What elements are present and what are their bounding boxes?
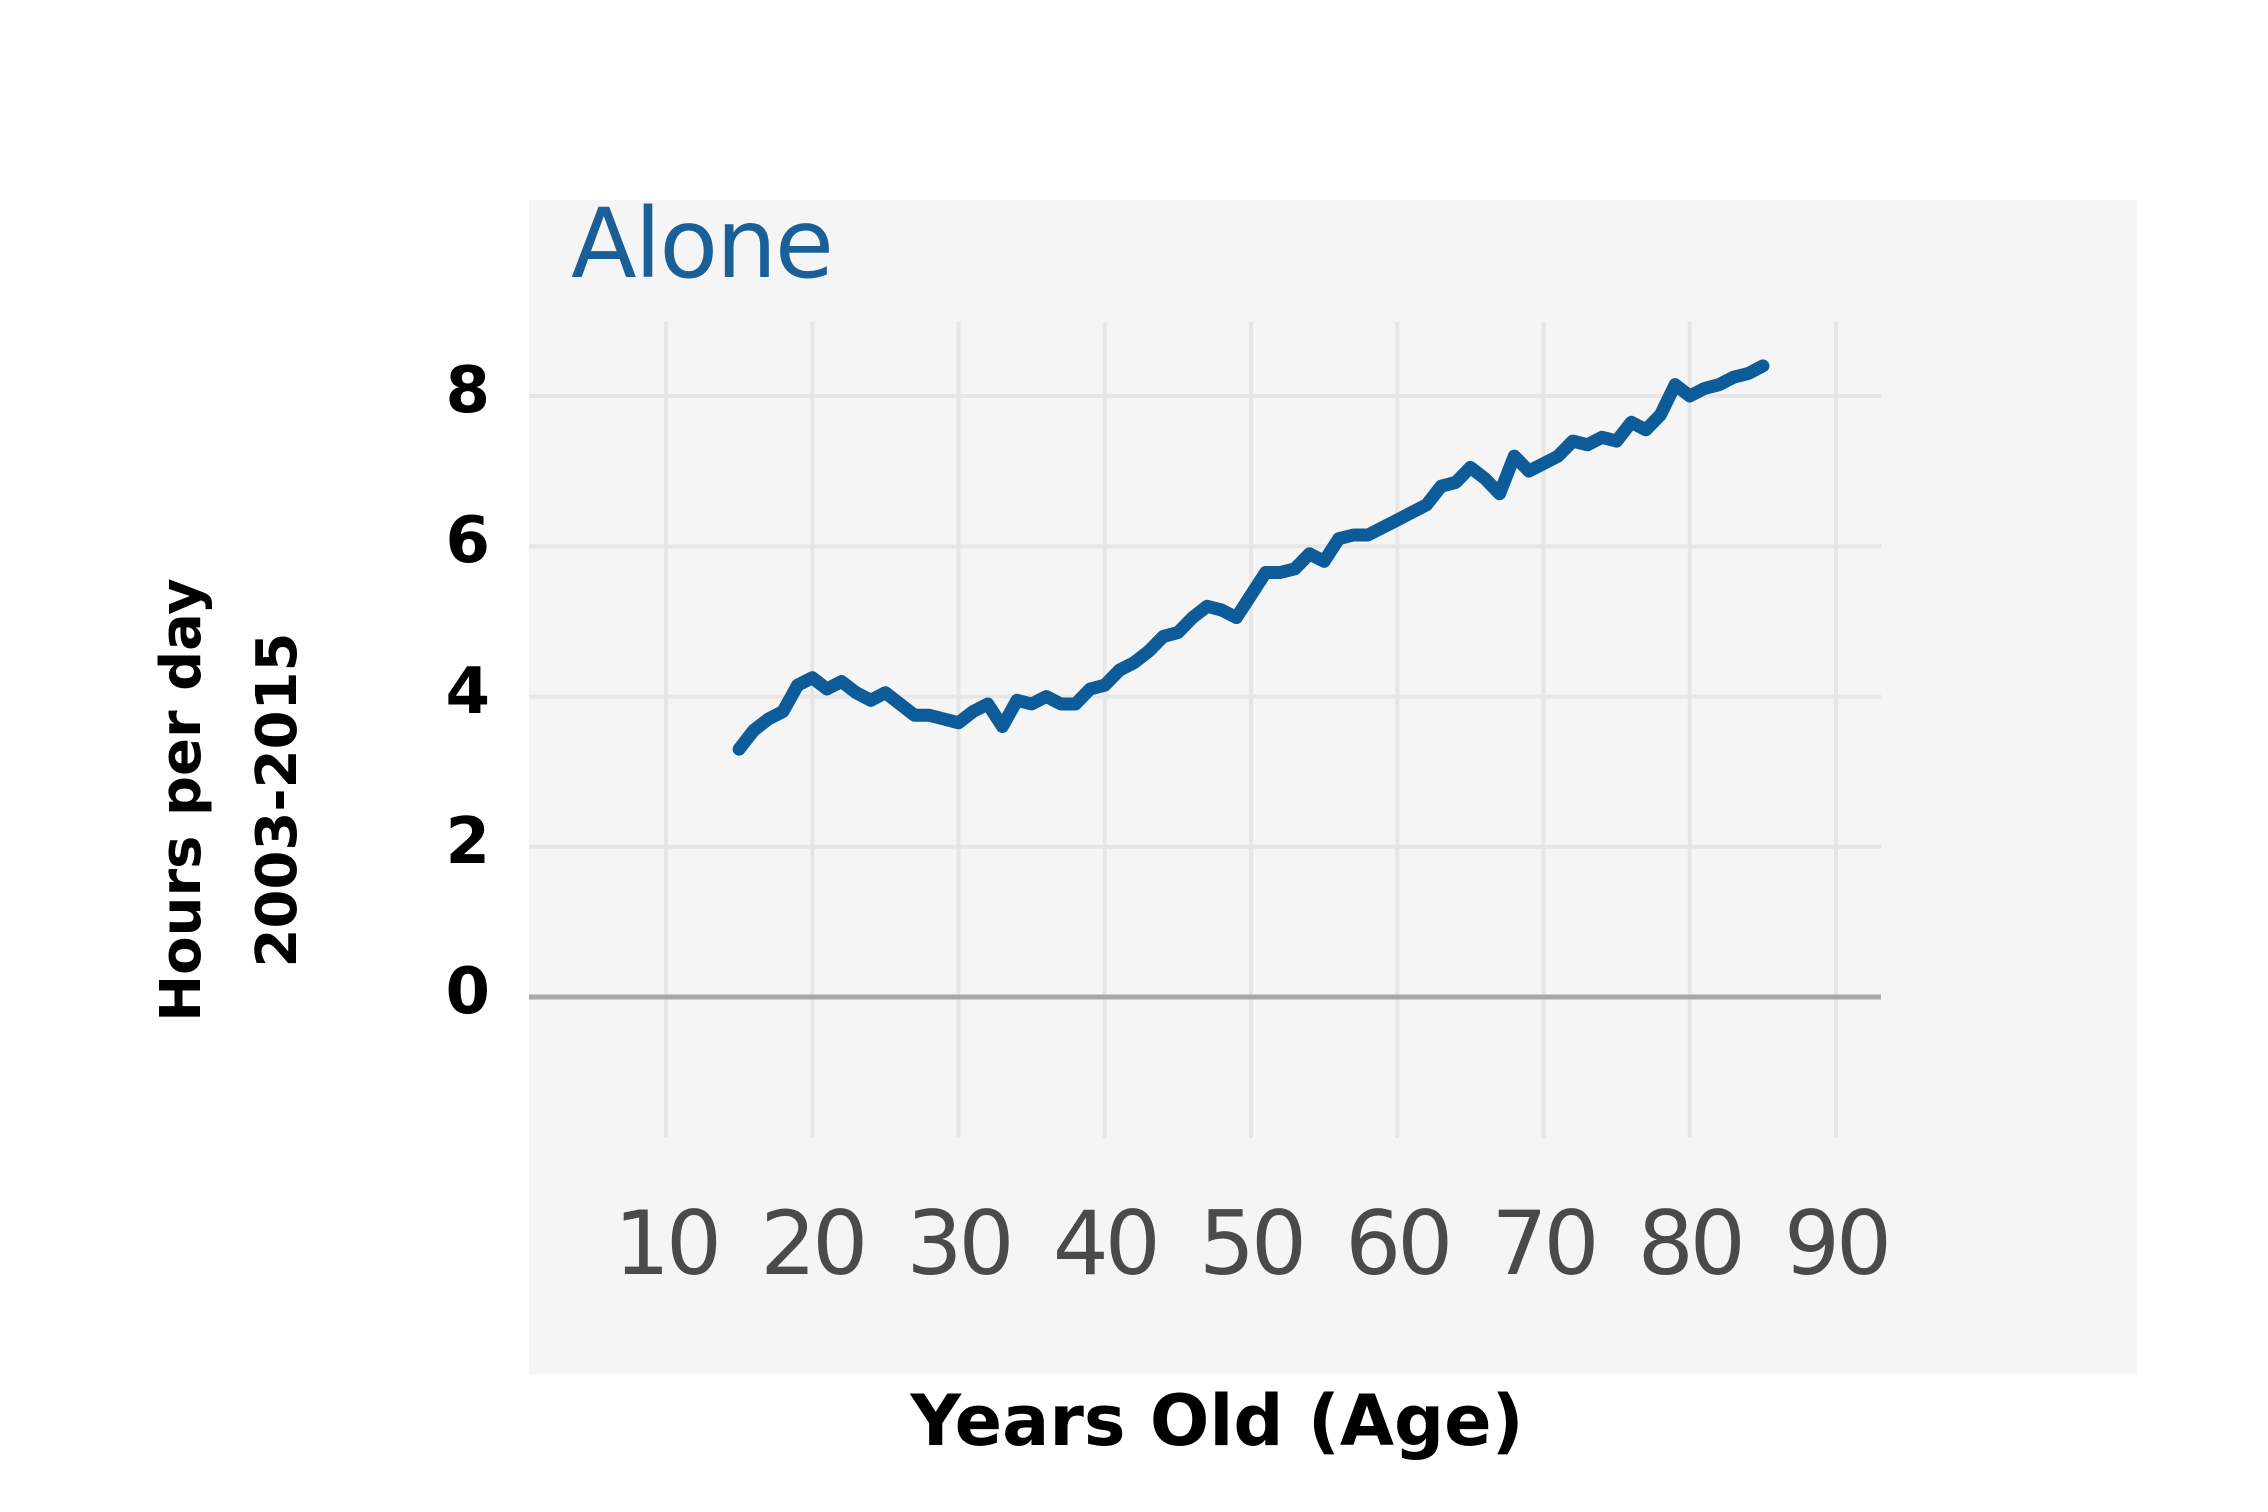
data-point: [1701, 385, 1708, 392]
data-point: [1277, 569, 1284, 576]
data-point: [1525, 468, 1532, 475]
x-tick-label-10: 10: [614, 1192, 722, 1295]
data-point: [1101, 682, 1108, 689]
data-point: [1014, 697, 1020, 704]
x-tick-label-30: 30: [906, 1192, 1015, 1295]
data-point: [999, 723, 1006, 730]
data-point: [1482, 475, 1488, 482]
data-point: [1569, 438, 1576, 445]
x-tick-label-80: 80: [1637, 1192, 1746, 1295]
data-point: [1394, 516, 1401, 523]
x-tick-label-90: 90: [1784, 1192, 1892, 1295]
data-point: [1189, 614, 1196, 621]
data-point: [1174, 629, 1181, 636]
x-tick-label-70: 70: [1491, 1192, 1600, 1295]
data-point: [1116, 667, 1123, 674]
data-point: [1628, 419, 1635, 426]
grid: [529, 322, 1881, 1138]
data-point: [1686, 393, 1693, 399]
data-point: [1248, 592, 1254, 599]
data-point: [1452, 479, 1459, 486]
data-point: [1204, 603, 1211, 610]
data-point: [1218, 607, 1225, 614]
data-point: [1716, 381, 1722, 388]
data-point: [1599, 434, 1605, 441]
data-point: [1087, 685, 1094, 692]
data-point: [1365, 531, 1371, 538]
data-point: [1423, 501, 1430, 508]
y-axis-label-line-2: 2003-2015: [245, 632, 310, 968]
data-point: [867, 697, 874, 704]
data-point: [1511, 453, 1518, 460]
data-point: [736, 746, 743, 753]
series-layer: [732, 359, 1770, 756]
data-point: [1672, 381, 1679, 388]
x-tick-label-40: 40: [1052, 1192, 1161, 1295]
data-point: [1408, 509, 1415, 516]
y-tick-label-8: 8: [445, 354, 490, 428]
data-point: [1496, 490, 1503, 497]
data-point: [1540, 460, 1547, 467]
data-point: [1131, 659, 1137, 666]
data-point: [1613, 438, 1620, 445]
x-tick-label-20: 20: [760, 1192, 868, 1295]
data-point: [750, 727, 757, 734]
y-axis-label: Hours per day 2003-2015: [134, 578, 326, 1022]
x-tick-label-60: 60: [1345, 1192, 1453, 1295]
data-point: [1160, 633, 1167, 640]
data-point: [882, 689, 889, 696]
data-point: [838, 678, 845, 685]
data-point: [897, 701, 903, 708]
data-point: [1759, 362, 1766, 369]
data-point: [1555, 453, 1562, 460]
data-point: [1745, 370, 1752, 377]
data-point: [1233, 614, 1240, 621]
data-point: [926, 712, 933, 719]
data-point: [1379, 524, 1386, 531]
data-point: [765, 716, 772, 723]
data-point: [1467, 464, 1474, 471]
data-point: [1657, 411, 1664, 418]
data-point: [1321, 558, 1328, 565]
data-point: [1043, 693, 1050, 700]
chart-title: Alone: [571, 188, 834, 300]
data-point: [1438, 483, 1445, 490]
data-point: [1335, 535, 1342, 542]
data-point: [911, 712, 918, 719]
data-point: [955, 719, 962, 726]
data-point: [1057, 701, 1064, 708]
x-tick-label-50: 50: [1199, 1192, 1307, 1295]
y-tick-label-4: 4: [445, 654, 490, 729]
data-point: [1642, 426, 1649, 433]
y-tick-label-0: 0: [445, 955, 490, 1029]
data-point: [823, 685, 830, 692]
data-point: [970, 708, 977, 715]
y-tick-label-2: 2: [445, 804, 490, 879]
data-point: [794, 682, 801, 689]
data-point: [1262, 569, 1269, 576]
y-axis-label-line-1: Hours per day: [149, 578, 214, 1022]
data-point: [780, 708, 786, 715]
data-point: [1584, 441, 1591, 448]
data-point: [1028, 701, 1035, 708]
data-point: [1350, 531, 1357, 538]
data-point: [940, 716, 947, 723]
data-point: [1145, 648, 1152, 655]
data-point: [809, 674, 816, 681]
data-point: [1291, 565, 1298, 572]
data-point: [1306, 550, 1313, 557]
data-point: [1730, 374, 1737, 381]
data-point: [853, 689, 860, 696]
y-tick-label-6: 6: [445, 504, 490, 579]
data-point: [1072, 701, 1079, 708]
data-point: [984, 701, 991, 708]
x-axis-label: Years Old (Age): [910, 1380, 1524, 1462]
